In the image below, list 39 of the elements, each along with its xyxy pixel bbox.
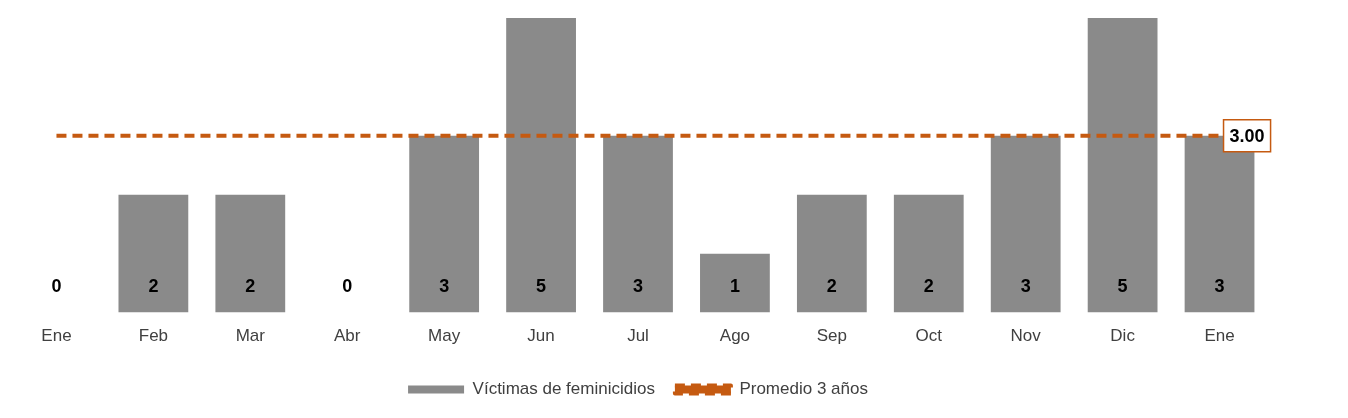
data-label: 2 <box>148 275 159 296</box>
x-tick-label: Dic <box>1110 326 1136 346</box>
x-tick-label: Nov <box>1010 326 1042 346</box>
data-label: 3 <box>1214 275 1225 296</box>
x-tick-label: Sep <box>816 326 847 346</box>
data-label: 5 <box>536 275 547 296</box>
legend-label: Víctimas de feminicidios <box>472 379 655 399</box>
data-label: 3 <box>632 275 644 296</box>
x-tick-label: Abr <box>334 326 361 346</box>
data-label: 2 <box>245 275 256 296</box>
bar <box>506 18 576 313</box>
bar <box>990 135 1061 313</box>
x-tick-label: Feb <box>138 326 169 346</box>
x-tick-label: Ago <box>719 326 751 346</box>
bar <box>409 135 480 313</box>
bar <box>1087 18 1158 313</box>
data-label: 0 <box>51 275 62 296</box>
legend-label: Promedio 3 años <box>739 379 868 399</box>
x-tick-label: May <box>428 326 461 346</box>
data-label: 2 <box>923 275 934 296</box>
data-label: 3 <box>439 275 450 296</box>
x-tick-label: Oct <box>915 326 943 346</box>
bar <box>215 194 286 313</box>
bar <box>700 253 770 313</box>
x-tick-label: Mar <box>235 326 266 346</box>
data-label: 3 <box>1020 275 1031 296</box>
x-tick-label: Ene <box>41 326 72 346</box>
data-label: 0 <box>342 275 353 296</box>
data-label: 3.00 <box>1229 125 1265 146</box>
bar <box>796 194 867 313</box>
bar <box>118 194 189 313</box>
bar <box>603 135 673 313</box>
data-label: 5 <box>1117 275 1128 296</box>
bar <box>893 194 964 313</box>
data-label: 2 <box>826 275 837 296</box>
x-tick-label: Jul <box>627 326 649 346</box>
x-tick-label: Ene <box>1204 326 1235 346</box>
data-label: 1 <box>729 275 740 296</box>
x-tick-label: Jun <box>527 326 555 346</box>
